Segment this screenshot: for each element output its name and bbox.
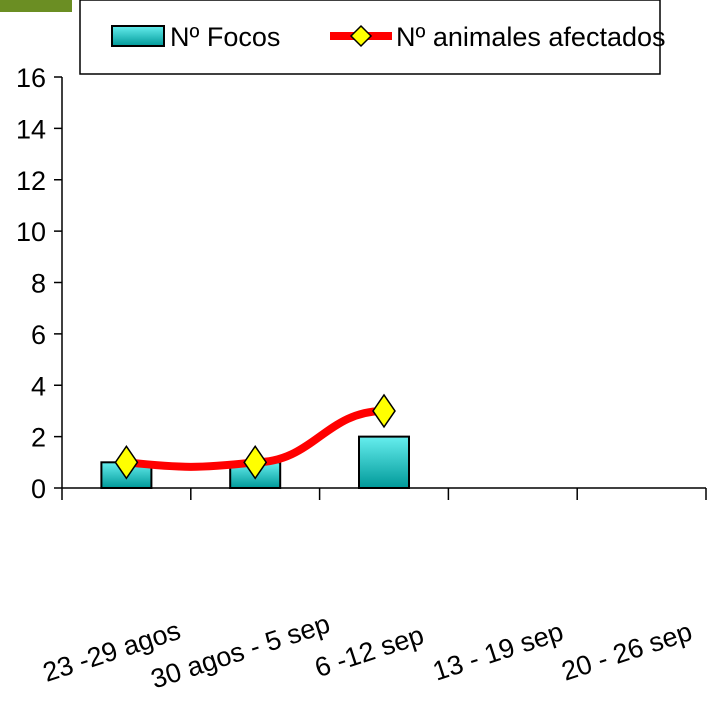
y-tick-label: 6 — [31, 320, 46, 350]
y-tick-label: 0 — [31, 474, 46, 504]
x-tick-label: 13 - 19 sep — [429, 616, 567, 686]
decorative-top-bar-left — [0, 0, 72, 12]
y-tick-label: 2 — [31, 423, 46, 453]
legend-label-focos: Nº Focos — [170, 22, 280, 52]
marker-animales — [243, 444, 268, 480]
y-tick-label: 4 — [31, 371, 46, 401]
y-tick-label: 8 — [31, 269, 46, 299]
legend: Nº Focos Nº animales afectados — [79, 0, 666, 75]
legend-swatch-focos — [111, 25, 165, 47]
legend-swatch-animales-marker — [349, 24, 373, 48]
marker-animales — [372, 393, 396, 429]
x-tick-label: 20 - 26 sep — [558, 616, 696, 686]
y-tick-label: 12 — [16, 166, 46, 196]
legend-label-animales: Nº animales afectados — [396, 22, 666, 52]
y-tick-label: 14 — [16, 114, 46, 144]
y-tick-label: 10 — [16, 217, 46, 247]
y-tick-label: 16 — [16, 63, 46, 93]
marker-animales — [114, 444, 139, 480]
bar-focos — [358, 435, 410, 489]
